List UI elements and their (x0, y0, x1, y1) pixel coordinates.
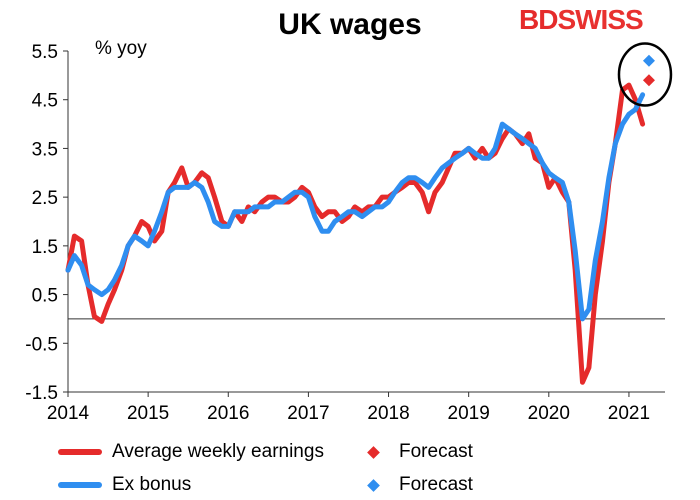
y-tick-label: 2.5 (32, 188, 58, 209)
y-tick-label: 0.5 (32, 286, 58, 307)
legend-swatch-exbonus (58, 482, 102, 488)
legend-item-forecast-awe: Forecast (357, 441, 473, 463)
y-axis-unit-label: % yoy (95, 38, 147, 59)
x-tick-label: 2021 (608, 403, 650, 424)
legend-swatch-awe (58, 449, 102, 455)
y-tick-label: 5.5 (32, 42, 58, 63)
y-tick-label: -0.5 (25, 334, 58, 355)
y-tick-label: 1.5 (32, 237, 58, 258)
chart-title: UK wages (278, 8, 422, 41)
legend-item-awe: Average weekly earnings (58, 441, 324, 463)
brand-logo: BDSWISS (519, 4, 644, 36)
legend-label-forecast-exbonus: Forecast (399, 474, 473, 495)
legend-label-forecast-awe: Forecast (399, 441, 473, 462)
legend-label-exbonus: Ex bonus (112, 474, 192, 495)
logo-text: BDSWISS (519, 4, 644, 35)
x-tick-label: 2014 (47, 403, 90, 424)
legend-label-awe: Average weekly earnings (112, 441, 324, 462)
legend-item-forecast-exbonus: Forecast (357, 474, 473, 496)
x-tick-label: 2016 (207, 403, 249, 424)
legend-diamond-red-icon (367, 445, 380, 459)
forecast-highlight-ellipse (617, 42, 673, 107)
forecast-point-awe (642, 74, 655, 87)
x-tick-label: 2020 (528, 403, 570, 424)
series-line-ex-bonus (65, 92, 646, 322)
y-tick-label: 4.5 (32, 91, 58, 112)
series-line-average-weekly-earnings (65, 82, 646, 385)
y-tick-label: -1.5 (25, 383, 58, 404)
y-tick-label: 3.5 (32, 139, 58, 160)
x-tick-label: 2017 (287, 403, 329, 424)
legend-diamond-blue-icon (367, 478, 380, 492)
logo-bd: BD (519, 4, 558, 35)
x-tick-label: 2019 (448, 403, 490, 424)
x-tick-label: 2018 (367, 403, 409, 424)
logo-swiss: SWISS (557, 4, 643, 35)
x-tick-label: 2015 (127, 403, 169, 424)
forecast-point-exbonus (642, 54, 655, 67)
legend-item-exbonus: Ex bonus (58, 474, 191, 496)
